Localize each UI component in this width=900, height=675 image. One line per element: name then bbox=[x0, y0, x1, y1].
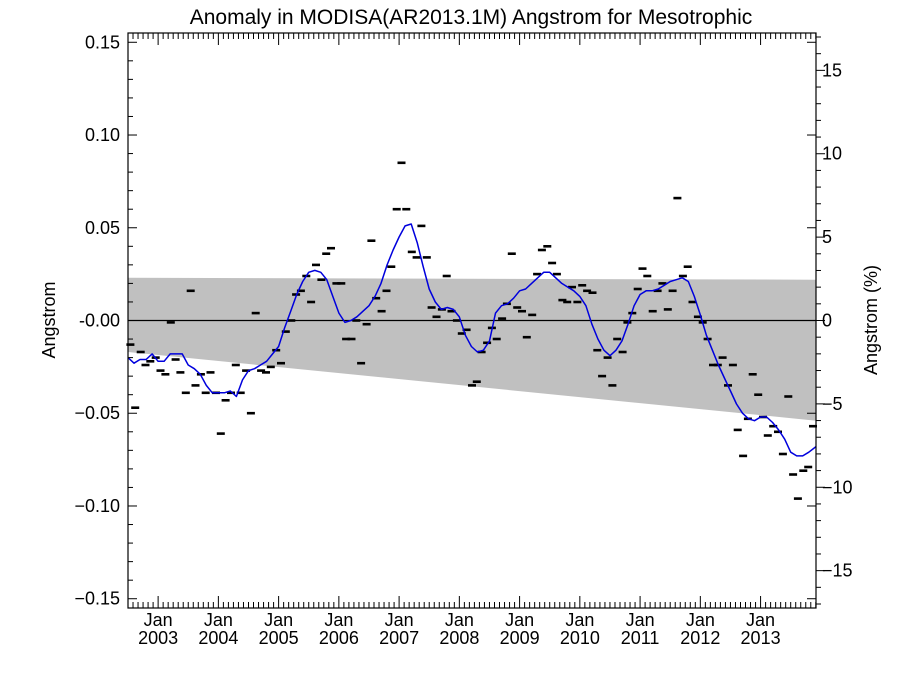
y-right-tick-label: 0 bbox=[822, 311, 832, 331]
x-tick-label-year: 2004 bbox=[198, 628, 238, 648]
x-tick-label-year: 2013 bbox=[741, 628, 781, 648]
x-tick-label-month: Jan bbox=[204, 610, 233, 630]
x-tick-label-month: Jan bbox=[264, 610, 293, 630]
y-right-tick-label: −5 bbox=[822, 394, 843, 414]
x-tick-label-month: Jan bbox=[385, 610, 414, 630]
x-tick-label-month: Jan bbox=[505, 610, 534, 630]
y-right-tick-label: −15 bbox=[822, 561, 853, 581]
x-tick-label-year: 2012 bbox=[680, 628, 720, 648]
x-tick-label-year: 2011 bbox=[621, 628, 660, 648]
y-tick-label: -0.00 bbox=[79, 311, 120, 331]
y-axis-label: Angstrom bbox=[39, 281, 59, 358]
x-tick-label-month: Jan bbox=[144, 610, 173, 630]
plot-area bbox=[126, 161, 817, 500]
y-tick-label: −0.15 bbox=[74, 589, 120, 609]
x-tick-label-year: 2010 bbox=[560, 628, 600, 648]
axes: −0.15 −0.10 −0.05 -0.00 0.05 0.10 0.15 −15 −10 −5… bbox=[74, 32, 852, 648]
x-tick-label-month: Jan bbox=[626, 610, 655, 630]
y-right-tick-label: 15 bbox=[822, 60, 842, 80]
smoothed-line bbox=[127, 223, 817, 457]
y-tick-label: 0.10 bbox=[85, 125, 120, 145]
y-tick-label: −0.05 bbox=[74, 403, 120, 423]
x-tick-label-year: 2005 bbox=[259, 628, 299, 648]
shaded-band bbox=[128, 277, 816, 421]
y-right-tick-label: −10 bbox=[822, 477, 853, 497]
x-tick-label-year: 2007 bbox=[379, 628, 419, 648]
x-tick-label-month: Jan bbox=[746, 610, 775, 630]
x-tick-label-year: 2009 bbox=[500, 628, 540, 648]
x-tick-label-year: 2008 bbox=[439, 628, 479, 648]
y-axis-right-label: Angstrom (%) bbox=[861, 265, 881, 375]
x-tick-label-month: Jan bbox=[565, 610, 594, 630]
x-tick-label-year: 2003 bbox=[138, 628, 178, 648]
x-tick-label-year: 2006 bbox=[319, 628, 359, 648]
x-tick-label-month: Jan bbox=[686, 610, 715, 630]
y-tick-label: 0.05 bbox=[85, 218, 120, 238]
y-right-tick-label: 10 bbox=[822, 144, 842, 164]
chart-title: Anomaly in MODISA(AR2013.1M) Angstrom fo… bbox=[190, 6, 753, 29]
x-tick-label-month: Jan bbox=[324, 610, 353, 630]
y-tick-label: −0.10 bbox=[74, 496, 120, 516]
y-tick-label: 0.15 bbox=[85, 32, 120, 52]
x-tick-label-month: Jan bbox=[445, 610, 474, 630]
y-right-tick-label: 5 bbox=[822, 227, 832, 247]
